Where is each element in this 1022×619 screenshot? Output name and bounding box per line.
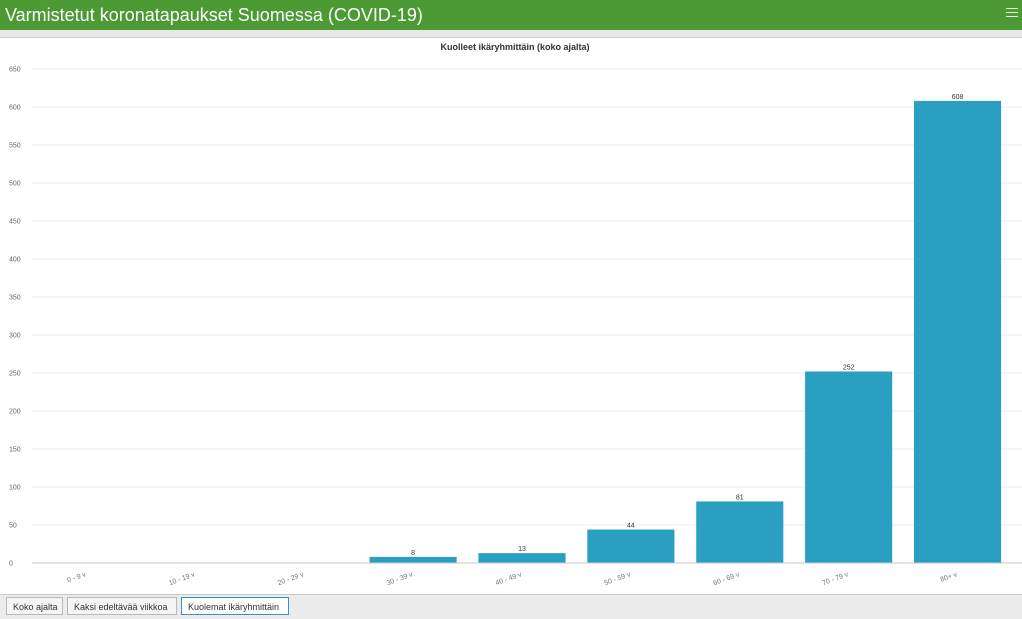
x-tick-label: 70 - 79 v bbox=[821, 571, 849, 587]
tab-koko-ajalta[interactable]: Koko ajalta bbox=[6, 597, 63, 615]
hamburger-menu-icon[interactable] bbox=[1006, 4, 1020, 24]
chart-container: Kuolleet ikäryhmittäin (koko ajalta) 0 50… bbox=[0, 38, 1022, 594]
bar-data-label: 13 bbox=[518, 546, 526, 553]
chart-title: Kuolleet ikäryhmittäin (koko ajalta) bbox=[440, 42, 589, 52]
x-tick-label: 0 - 9 v bbox=[66, 571, 87, 584]
y-tick-label: 550 bbox=[9, 143, 21, 150]
data-labels: 8 13 44 81 252 608 bbox=[411, 94, 963, 557]
x-tick-label: 20 - 29 v bbox=[277, 571, 305, 587]
bar[interactable] bbox=[587, 529, 675, 563]
bar[interactable] bbox=[478, 553, 566, 563]
app-title: Varmistetut koronatapaukset Suomessa (CO… bbox=[5, 5, 423, 25]
gridlines bbox=[32, 68, 1022, 526]
y-tick-label: 200 bbox=[9, 409, 21, 416]
y-tick-label: 600 bbox=[9, 105, 21, 112]
bar-data-label: 8 bbox=[411, 550, 415, 557]
x-tick-label: 10 - 19 v bbox=[168, 571, 196, 587]
bar[interactable] bbox=[369, 556, 457, 563]
tab-kaksi-viikkoa[interactable]: Kaksi edeltävää viikkoa bbox=[67, 597, 177, 615]
x-tick-label: 60 - 69 v bbox=[712, 571, 740, 587]
x-tick-label: 50 - 59 v bbox=[604, 571, 632, 587]
tab-kuolemat[interactable]: Kuolemat ikäryhmittäin bbox=[181, 597, 289, 615]
y-tick-label: 450 bbox=[9, 219, 21, 226]
y-tick-label: 50 bbox=[9, 523, 17, 530]
y-tick-label: 350 bbox=[9, 295, 21, 302]
bar[interactable] bbox=[914, 100, 1002, 564]
bar[interactable] bbox=[805, 371, 893, 563]
bar-data-label: 44 bbox=[627, 523, 635, 530]
y-tick-label: 0 bbox=[9, 561, 13, 568]
tab-bar: Koko ajalta Kaksi edeltävää viikkoa Kuol… bbox=[0, 594, 1022, 619]
y-tick-label: 650 bbox=[9, 67, 21, 74]
y-tick-label: 150 bbox=[9, 447, 21, 454]
y-tick-label: 250 bbox=[9, 371, 21, 378]
y-tick-label: 400 bbox=[9, 257, 21, 264]
y-tick-label: 100 bbox=[9, 485, 21, 492]
bar-chart: Kuolleet ikäryhmittäin (koko ajalta) 0 50… bbox=[9, 42, 1022, 587]
x-tick-label: 40 - 49 v bbox=[495, 571, 523, 587]
y-tick-label: 300 bbox=[9, 333, 21, 340]
bars bbox=[369, 100, 1002, 564]
y-axis-ticks: 0 50 100 150 200 250 300 350 400 450 500 550 600 650 bbox=[9, 67, 21, 568]
header-divider bbox=[0, 30, 1022, 38]
bar[interactable] bbox=[696, 501, 784, 563]
x-axis-ticks: 0 - 9 v 10 - 19 v 20 - 29 v 30 - 39 v 40 - 4… bbox=[66, 571, 958, 587]
x-tick-label: 30 - 39 v bbox=[386, 571, 414, 587]
bar-data-label: 608 bbox=[952, 94, 964, 101]
bar-data-label: 81 bbox=[736, 494, 744, 501]
app-header: Varmistetut koronatapaukset Suomessa (CO… bbox=[0, 0, 1022, 30]
y-tick-label: 500 bbox=[9, 181, 21, 188]
x-tick-label: 80+ v bbox=[940, 571, 959, 584]
bar-data-label: 252 bbox=[843, 364, 855, 371]
